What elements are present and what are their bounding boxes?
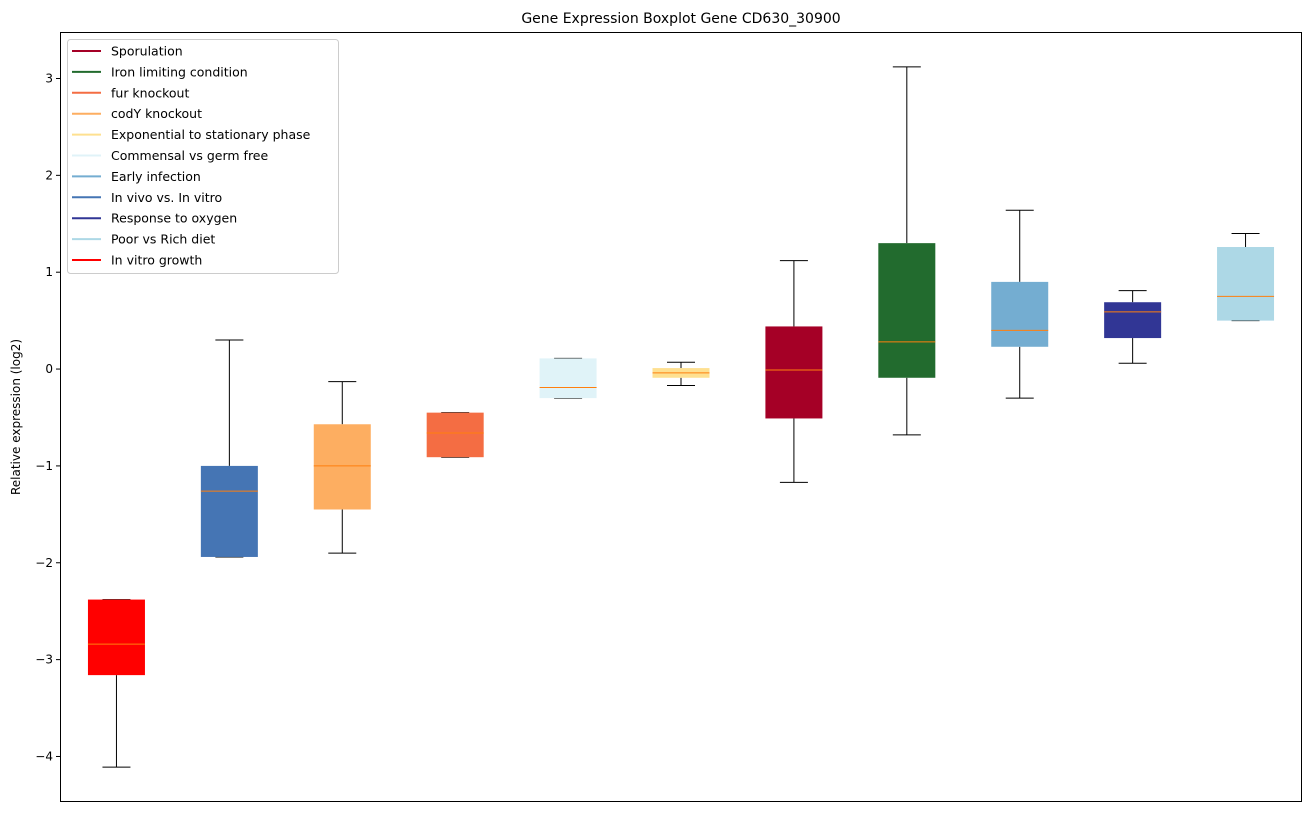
box-commensal-vs-germ-free — [539, 357, 597, 399]
box-body — [539, 358, 597, 399]
legend-label: Exponential to stationary phase — [111, 127, 311, 142]
box-body — [1217, 247, 1275, 321]
box-body — [991, 281, 1049, 347]
y-axis: 3 2 1 0 −1 −2 −3 −4 — [35, 71, 60, 763]
plot-frame — [60, 32, 1302, 802]
box-body — [878, 243, 936, 378]
boxes — [87, 66, 1275, 768]
y-tick-label: −2 — [35, 556, 53, 570]
legend-label: Early infection — [111, 169, 201, 184]
y-tick-label: −3 — [35, 653, 53, 667]
box-body — [765, 326, 823, 419]
y-tick-label: 1 — [45, 265, 53, 279]
y-tick-label: −4 — [35, 749, 53, 763]
legend-label: In vitro growth — [111, 253, 202, 268]
y-tick-label: 3 — [45, 71, 53, 85]
box-body — [313, 424, 371, 510]
y-axis-label: Relative expression (log2) — [9, 339, 23, 495]
chart-title: Gene Expression Boxplot Gene CD630_30900 — [521, 11, 840, 27]
legend-label: Response to oxygen — [111, 211, 237, 226]
box-body — [200, 465, 258, 557]
legend-label: codY knockout — [111, 106, 202, 121]
y-tick-label: 0 — [45, 362, 53, 376]
box-body — [426, 412, 484, 458]
box-response-to-oxygen — [1104, 290, 1162, 364]
legend-label: Commensal vs germ free — [111, 148, 268, 163]
y-tick-label: 2 — [45, 168, 53, 182]
legend-label: Sporulation — [111, 44, 183, 59]
box-iron-limiting-condition — [878, 66, 936, 436]
box-in-vitro-growth — [87, 599, 145, 768]
legend: Sporulation Iron limiting condition fur kn… — [67, 39, 339, 274]
box-cody-knockout — [313, 381, 371, 554]
legend-label: Poor vs Rich diet — [111, 232, 215, 247]
box-body — [87, 599, 145, 676]
box-in-vivo-vs-in-vitro — [200, 339, 258, 558]
legend-label: In vivo vs. In vitro — [111, 190, 222, 205]
box-exponential-to-stationary-phase — [652, 361, 710, 387]
legend-label: fur knockout — [111, 85, 189, 100]
box-early-infection — [991, 209, 1049, 399]
box-sporulation — [765, 260, 823, 483]
box-fur-knockout — [426, 412, 484, 458]
y-tick-label: −1 — [35, 459, 53, 473]
legend-frame — [67, 39, 339, 274]
box-body — [1104, 302, 1162, 339]
box-poor-vs-rich-diet — [1217, 232, 1275, 322]
legend-label: Iron limiting condition — [111, 64, 248, 79]
